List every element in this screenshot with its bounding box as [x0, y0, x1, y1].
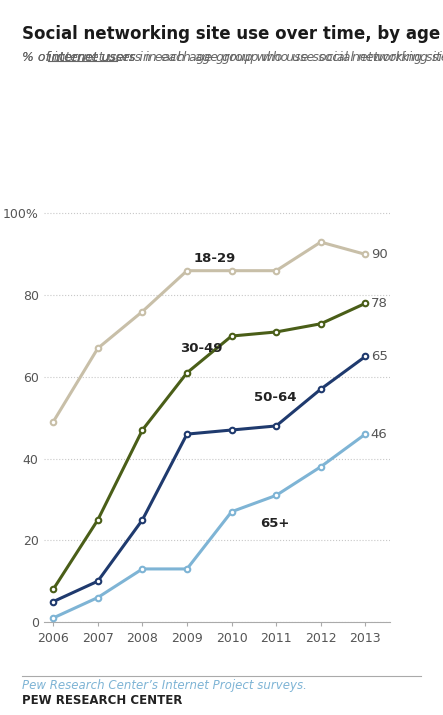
Text: 90: 90 — [371, 248, 388, 261]
Text: internet users: internet users — [48, 51, 136, 64]
Text: 18-29: 18-29 — [194, 252, 236, 265]
Text: 65: 65 — [371, 350, 388, 363]
Text: 78: 78 — [371, 297, 388, 310]
Text: internet users: internet users — [48, 51, 136, 64]
Text: internet users in each age group who use social networking sites: internet users in each age group who use… — [48, 51, 443, 64]
Text: 46: 46 — [371, 428, 388, 440]
Text: % of: % of — [22, 51, 54, 64]
Text: Social networking site use over time, by age group: Social networking site use over time, by… — [22, 25, 443, 43]
Text: PEW RESEARCH CENTER: PEW RESEARCH CENTER — [22, 694, 183, 706]
Text: 50-64: 50-64 — [254, 391, 296, 404]
Text: 30-49: 30-49 — [180, 342, 223, 355]
Text: 65+: 65+ — [260, 518, 290, 531]
Text: % of internet users in each age group who use social networking sites: % of internet users in each age group wh… — [22, 51, 443, 64]
Text: Pew Research Center’s Internet Project surveys.: Pew Research Center’s Internet Project s… — [22, 679, 307, 692]
